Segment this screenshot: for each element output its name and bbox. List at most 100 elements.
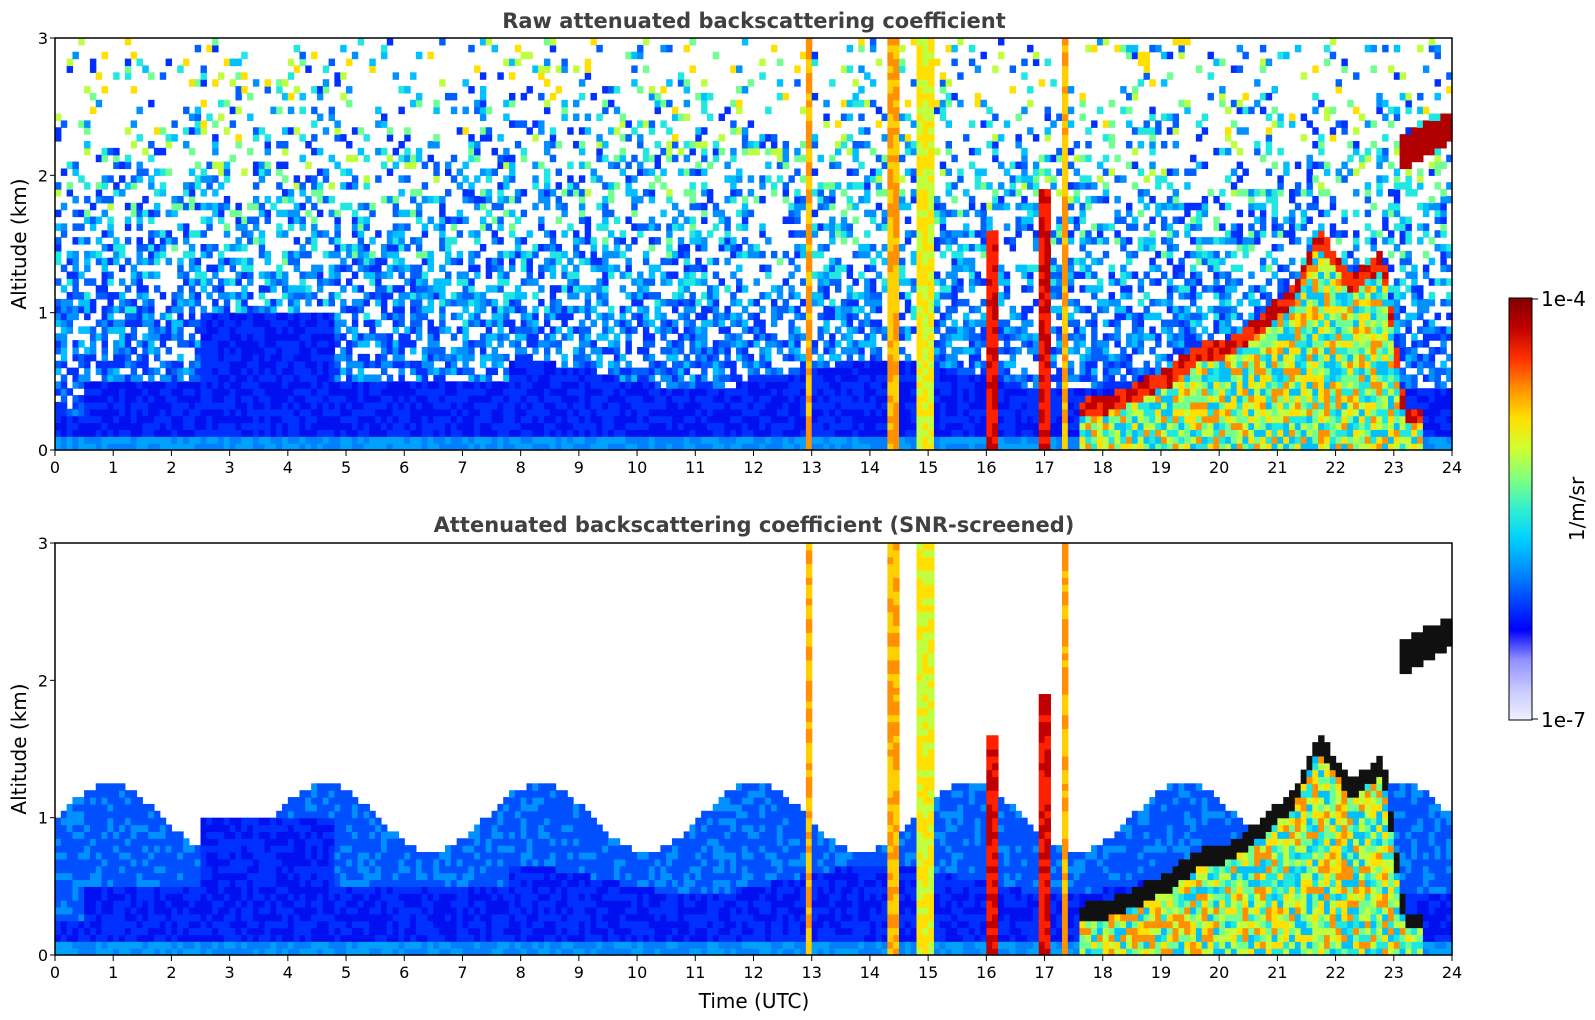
heatmap-cell [811, 443, 819, 451]
heatmap-cell [78, 408, 85, 417]
heatmap-cell [148, 401, 155, 410]
heatmap-cell [183, 408, 190, 417]
heatmap-cell [543, 195, 551, 204]
heatmap-cell [351, 381, 359, 389]
heatmap-cell [276, 408, 283, 417]
heatmap-cell [584, 353, 592, 362]
heatmap-cell [514, 216, 522, 224]
heatmap-cell [124, 65, 132, 73]
heatmap-cell [765, 381, 772, 389]
heatmap-cell [584, 312, 592, 321]
heatmap-cell [602, 271, 609, 279]
heatmap-cell [462, 79, 469, 87]
heatmap-cell [625, 271, 632, 279]
heatmap-cell [293, 395, 301, 403]
heatmap-cell [631, 312, 638, 321]
heatmap-cell [258, 305, 266, 314]
heatmap-cell [834, 367, 842, 376]
heatmap-cell [212, 415, 219, 424]
heatmap-cell [311, 230, 318, 238]
heatmap-cell [683, 319, 691, 327]
heatmap-cell [939, 353, 947, 362]
heatmap-cell [829, 216, 836, 224]
heatmap-cell [159, 244, 167, 252]
heatmap-cell [899, 388, 906, 396]
heatmap-cell [916, 120, 923, 128]
heatmap-cell [113, 395, 120, 403]
heatmap-cell [433, 429, 440, 437]
heatmap-cell [287, 58, 295, 67]
heatmap-cell [584, 429, 592, 437]
heatmap-cell [817, 395, 824, 403]
heatmap-cell [165, 305, 173, 314]
heatmap-cell [852, 415, 859, 424]
heatmap-cell [683, 326, 691, 334]
heatmap-cell [526, 374, 533, 382]
heatmap-cell [264, 79, 271, 87]
heatmap-cell [503, 422, 510, 430]
heatmap-cell [922, 230, 929, 238]
heatmap-cell [223, 58, 231, 67]
heatmap-cell [578, 333, 586, 341]
heatmap-cell [805, 79, 813, 87]
heatmap-cell [340, 388, 347, 396]
heatmap-cell [846, 298, 854, 307]
heatmap-cell [584, 285, 592, 293]
heatmap-cell [212, 436, 219, 444]
heatmap-cell [712, 285, 720, 293]
heatmap-cell [398, 401, 405, 410]
heatmap-cell [590, 340, 597, 348]
heatmap-cell [229, 326, 237, 334]
heatmap-cell [194, 106, 202, 115]
heatmap-cell [695, 360, 702, 369]
heatmap-cell [392, 285, 400, 293]
heatmap-cell [846, 312, 854, 321]
heatmap-cell [456, 436, 464, 444]
heatmap-cell [701, 209, 708, 218]
heatmap-cell [235, 312, 242, 321]
heatmap-cell [107, 230, 114, 238]
heatmap-cell [322, 422, 330, 430]
heatmap-cell [928, 106, 935, 115]
heatmap-cell [689, 141, 696, 149]
heatmap-cell [852, 292, 859, 300]
heatmap-cell [736, 422, 743, 430]
heatmap-cell [474, 99, 481, 108]
heatmap-cell [642, 65, 650, 73]
heatmap-cell [602, 86, 609, 94]
heatmap-cell [479, 415, 487, 424]
heatmap-cell [55, 360, 62, 369]
heatmap-cell [829, 422, 836, 430]
heatmap-cell [677, 360, 685, 369]
heatmap-cell [578, 436, 586, 444]
heatmap-cell [113, 244, 120, 252]
heatmap-cell [159, 436, 167, 444]
heatmap-cell [631, 65, 638, 73]
heatmap-cell [357, 202, 365, 211]
heatmap-cell [718, 408, 725, 417]
heatmap-cell [392, 250, 400, 259]
heatmap-cell [637, 161, 644, 170]
heatmap-cell [933, 388, 941, 396]
heatmap-cell [928, 175, 935, 183]
heatmap-cell [869, 326, 877, 334]
heatmap-cell [928, 161, 935, 170]
heatmap-cell [823, 408, 830, 417]
heatmap-cell [677, 285, 685, 293]
heatmap-cell [526, 422, 533, 430]
heatmap-cell [922, 120, 929, 128]
heatmap-cell [829, 333, 836, 341]
heatmap-cell [829, 353, 836, 362]
heatmap-cell [485, 436, 493, 444]
heatmap-cell [223, 429, 231, 437]
heatmap-cell [852, 401, 859, 410]
heatmap-cell [380, 388, 388, 396]
heatmap-cell [561, 374, 568, 382]
heatmap-cell [939, 86, 947, 94]
heatmap-cell [928, 285, 935, 293]
heatmap-cell [206, 161, 213, 170]
heatmap-cell [223, 312, 231, 321]
heatmap-cell [107, 202, 114, 211]
heatmap-cell [235, 141, 242, 149]
heatmap-cell [864, 415, 871, 424]
